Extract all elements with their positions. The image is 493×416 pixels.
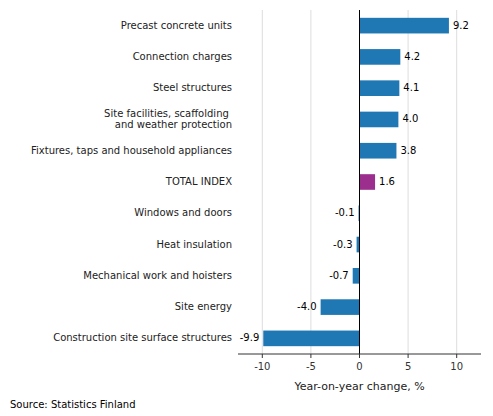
source-note: Source: Statistics Finland (10, 399, 136, 410)
y-labels: Construction site surface structures Site… (31, 20, 232, 344)
grid-line (262, 10, 263, 354)
bar (263, 331, 359, 347)
tick-mark (262, 354, 263, 358)
bar (360, 112, 399, 128)
tick-mark (456, 354, 457, 358)
zero-line (359, 10, 360, 354)
category-label: Mechanical work and hoisters (83, 270, 232, 281)
tick-label: -10 (254, 361, 270, 372)
bar (360, 80, 400, 96)
category-label: Precast concrete units (121, 20, 232, 31)
category-label: Fixtures, taps and household appliances (31, 145, 232, 156)
category-label: Heat insulation (156, 239, 232, 250)
tick-mark (408, 354, 409, 358)
data-label: 4.2 (404, 51, 420, 62)
tick-mark (310, 354, 311, 358)
data-labels: -9.9 -4.0 -0.7 -0.3 -0.1 1.6 3.8 4.0 4.1 4.2 9.2 (240, 20, 469, 344)
x-ticks: -10 -5 0 5 10 (254, 354, 463, 372)
bar (360, 18, 449, 34)
tick-mark (359, 354, 360, 358)
category-label: Windows and doors (134, 207, 232, 218)
tick-label: 0 (356, 361, 362, 372)
grid (262, 10, 456, 354)
category-label: Connection charges (133, 51, 232, 62)
category-label: Steel structures (153, 82, 232, 93)
category-label: Construction site surface structures (53, 332, 232, 343)
data-label: -0.3 (333, 239, 353, 250)
bar (360, 174, 376, 190)
data-label: 4.0 (402, 113, 418, 124)
x-axis-label: Year-on-year change, % (293, 380, 424, 393)
data-label: -9.9 (240, 332, 260, 343)
grid-line (359, 10, 360, 354)
data-label: 4.1 (403, 82, 419, 93)
category-label: Site facilities, scaffolding and weather… (104, 108, 232, 130)
bar (353, 268, 360, 284)
tick-label: 10 (450, 361, 463, 372)
data-label: 9.2 (453, 20, 469, 31)
data-label: -0.1 (335, 207, 355, 218)
bar (360, 49, 401, 65)
bars (263, 18, 449, 346)
bar (321, 299, 360, 315)
data-label: -4.0 (297, 301, 317, 312)
data-label: -0.7 (329, 270, 349, 281)
tick-label: 5 (405, 361, 411, 372)
chart: -10 -5 0 5 10 Construction site surface struc… (0, 0, 493, 416)
data-label: 1.6 (379, 176, 395, 187)
grid-line (456, 10, 457, 354)
data-label: 3.8 (400, 145, 416, 156)
category-label: Site energy (175, 301, 232, 312)
tick-label: -5 (306, 361, 316, 372)
bar (360, 143, 397, 159)
category-label: TOTAL INDEX (165, 176, 232, 187)
